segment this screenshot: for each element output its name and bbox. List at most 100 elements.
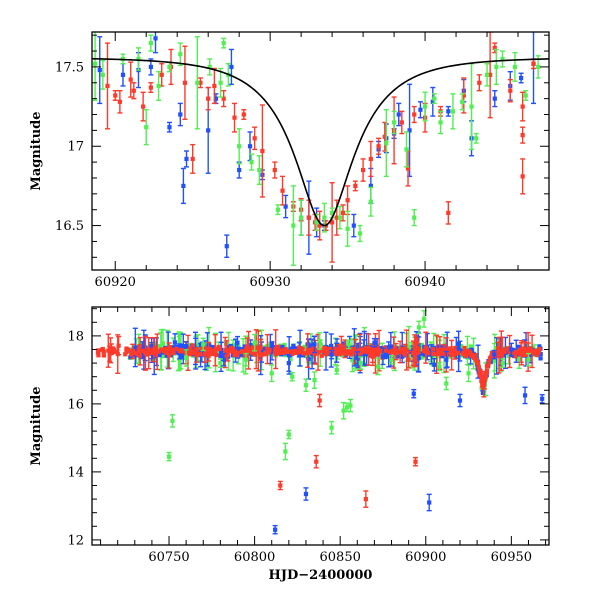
data-point-red xyxy=(340,210,346,215)
event-point xyxy=(482,378,487,383)
data-point-red xyxy=(508,88,513,93)
data-point-blue xyxy=(224,244,229,249)
baseline-point xyxy=(296,345,302,350)
y-tick-label: 14 xyxy=(67,465,84,480)
data-point-blue xyxy=(427,500,432,505)
data-point-green xyxy=(207,64,212,70)
data-point-green xyxy=(348,403,353,408)
baseline-point xyxy=(210,344,216,350)
baseline-point xyxy=(373,351,378,356)
baseline-point xyxy=(506,346,511,352)
baseline-point xyxy=(538,352,543,357)
x-tick-label: 60940 xyxy=(404,275,445,290)
event-point xyxy=(484,371,489,376)
baseline-point xyxy=(225,351,230,356)
baseline-point xyxy=(448,347,453,352)
data-point-red xyxy=(353,183,358,189)
data-point-blue xyxy=(213,96,219,101)
baseline-point xyxy=(529,349,535,354)
data-point-green xyxy=(437,364,442,369)
y-tick-label: 12 xyxy=(67,533,84,548)
baseline-point xyxy=(400,346,405,352)
data-point-blue xyxy=(396,112,401,117)
baseline-point xyxy=(404,347,409,353)
baseline-point xyxy=(479,376,484,381)
baseline-point xyxy=(469,348,474,353)
baseline-point xyxy=(358,353,364,358)
baseline-point xyxy=(430,354,435,359)
baseline-point xyxy=(217,346,222,351)
baseline-point xyxy=(210,351,216,357)
event-point xyxy=(478,373,483,379)
baseline-point xyxy=(256,345,261,351)
event-point xyxy=(502,349,507,354)
baseline-point xyxy=(341,341,347,346)
data-point-blue xyxy=(221,357,226,362)
baseline-point xyxy=(277,348,283,353)
baseline-point xyxy=(416,347,421,352)
data-point-red xyxy=(128,77,133,82)
baseline-point xyxy=(324,352,329,357)
data-point-green xyxy=(416,325,422,330)
baseline-point xyxy=(109,347,114,352)
baseline-point xyxy=(523,352,528,357)
data-point-red xyxy=(198,80,203,85)
baseline-point xyxy=(431,351,436,356)
baseline-point xyxy=(197,351,203,356)
baseline-point xyxy=(379,347,384,352)
data-point-green xyxy=(218,80,223,85)
baseline-point xyxy=(300,346,305,351)
data-point-green xyxy=(243,357,249,362)
data-point-red xyxy=(488,72,493,77)
baseline-point xyxy=(168,348,174,354)
data-point-blue xyxy=(418,107,423,112)
data-point-red xyxy=(260,148,265,154)
data-point-red xyxy=(526,349,531,354)
data-point-red xyxy=(212,83,217,89)
baseline-point xyxy=(280,344,285,350)
baseline-point xyxy=(449,350,455,356)
baseline-point xyxy=(407,345,412,350)
baseline-point xyxy=(395,354,401,359)
baseline-point xyxy=(445,350,450,355)
data-point-green xyxy=(536,64,541,70)
data-point-blue xyxy=(283,204,288,209)
baseline-point xyxy=(411,351,416,356)
data-point-blue xyxy=(522,393,528,398)
baseline-point xyxy=(276,344,281,349)
baseline-point xyxy=(178,352,184,357)
baseline-point xyxy=(189,351,194,356)
data-point-green xyxy=(100,72,105,77)
baseline-point xyxy=(384,354,389,359)
data-point-red xyxy=(363,497,368,502)
baseline-point xyxy=(350,347,356,352)
data-point-green xyxy=(249,160,254,165)
baseline-point xyxy=(462,345,467,351)
baseline-point xyxy=(262,352,267,357)
baseline-point xyxy=(363,345,368,350)
baseline-point xyxy=(238,353,243,358)
data-point-blue xyxy=(355,355,360,361)
data-point-red xyxy=(241,112,246,117)
x-tick-label: 60850 xyxy=(320,550,361,565)
baseline-point xyxy=(495,346,501,351)
data-point-green xyxy=(375,364,380,369)
data-point-green xyxy=(330,210,335,215)
baseline-point xyxy=(427,348,432,354)
data-point-red xyxy=(232,115,237,120)
baseline-point xyxy=(250,345,255,350)
baseline-point xyxy=(162,353,167,358)
event-point xyxy=(474,358,479,363)
baseline-point xyxy=(198,343,203,348)
baseline-point xyxy=(129,352,134,357)
data-point-red xyxy=(117,99,122,104)
baseline-point xyxy=(290,351,295,356)
baseline-point xyxy=(187,346,193,351)
baseline-point xyxy=(223,350,228,355)
baseline-point xyxy=(116,343,121,348)
baseline-point xyxy=(315,350,321,355)
baseline-point xyxy=(333,346,338,351)
data-point-blue xyxy=(492,96,497,101)
y-axis-label: Magnitude xyxy=(29,111,44,190)
event-point xyxy=(483,374,488,380)
